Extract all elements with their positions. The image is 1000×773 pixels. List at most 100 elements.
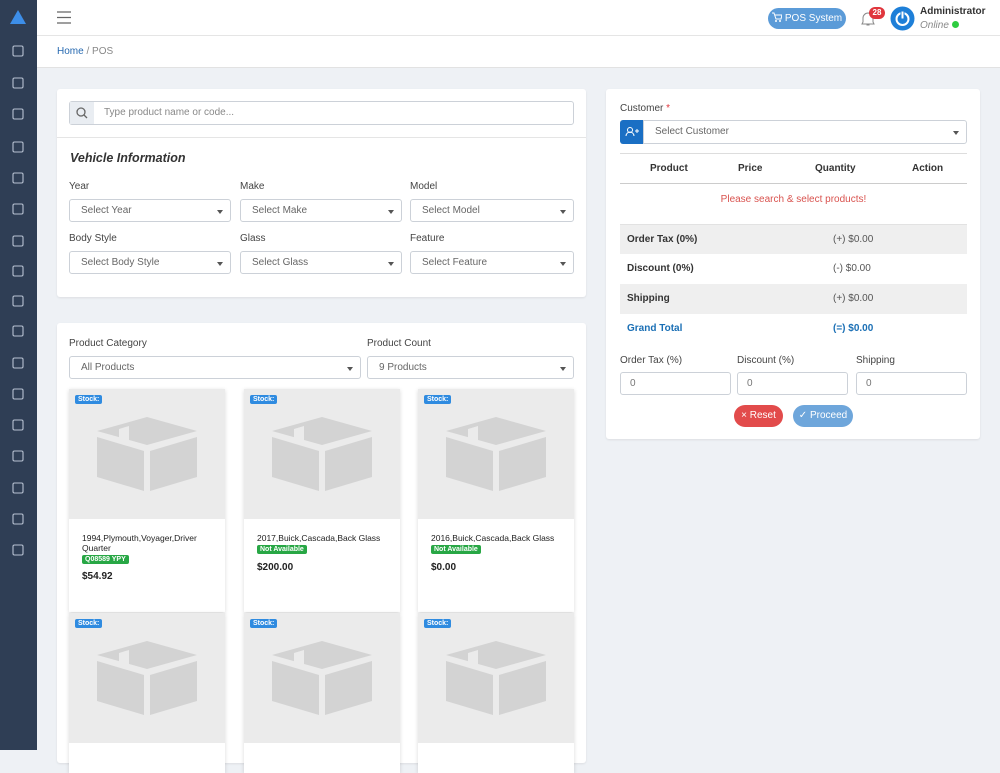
charge-label: Order Tax (%) bbox=[620, 355, 683, 366]
product-card[interactable]: Stock: bbox=[69, 613, 225, 773]
product-card[interactable]: Stock: 2017,Buick,Cascada,Back Glass Not A… bbox=[244, 389, 400, 612]
top-bar: POS System 28 Administrator Online bbox=[37, 0, 1000, 36]
column-header: Price bbox=[738, 163, 763, 174]
field-label: Glass bbox=[240, 233, 266, 244]
empty-message: Please search & select products! bbox=[720, 194, 867, 205]
summary-value: (-) $0.00 bbox=[833, 263, 871, 274]
online-dot bbox=[951, 21, 959, 28]
placeholder-image bbox=[97, 417, 197, 491]
nav-icon[interactable] bbox=[12, 544, 24, 556]
charge-input[interactable]: 0 bbox=[620, 372, 731, 395]
search-icon bbox=[76, 107, 88, 119]
search-box[interactable]: Type product name or code... bbox=[69, 101, 574, 125]
proceed-label: Proceed bbox=[809, 410, 848, 421]
breadcrumb-trail: Home / POS bbox=[57, 46, 113, 57]
product-name: 2016,Buick,Cascada,Back Glass bbox=[431, 533, 555, 543]
product-card[interactable]: Stock: 1994,Plymouth,Voyager,Driver Quart… bbox=[69, 389, 225, 612]
column-header: Action bbox=[912, 163, 944, 174]
stock-badge: Stock: bbox=[75, 395, 103, 404]
filter-select[interactable]: 9 Products bbox=[367, 356, 574, 379]
charge-input[interactable]: 0 bbox=[737, 372, 848, 395]
field-label: Body Style bbox=[69, 233, 117, 244]
sidebar bbox=[0, 0, 37, 750]
user-plus-icon bbox=[625, 127, 639, 137]
charge-label: Discount (%) bbox=[737, 355, 795, 366]
column-header: Quantity bbox=[815, 163, 856, 174]
product-image bbox=[418, 613, 574, 743]
field-label: Feature bbox=[410, 233, 445, 244]
product-badge: Not Available bbox=[431, 545, 481, 554]
stock-badge: Stock: bbox=[424, 619, 452, 628]
field-select[interactable]: Select Glass bbox=[240, 251, 402, 274]
customer-placeholder: Select Customer bbox=[655, 126, 729, 137]
breadcrumb-current: POS bbox=[92, 46, 114, 57]
summary-row: Shipping (+) $0.00 bbox=[620, 284, 967, 314]
stock-badge: Stock: bbox=[424, 395, 452, 404]
field-label: Year bbox=[69, 181, 90, 192]
pos-system-label: POS System bbox=[784, 13, 843, 24]
field-label: Model bbox=[410, 181, 438, 192]
summary-value: (=) $0.00 bbox=[833, 323, 874, 334]
placeholder-image bbox=[272, 641, 372, 715]
nav-icon[interactable] bbox=[12, 482, 24, 494]
nav-icon[interactable] bbox=[12, 388, 24, 400]
product-price: $0.00 bbox=[431, 562, 457, 573]
customer-add-button[interactable] bbox=[620, 120, 644, 144]
charge-input[interactable]: 0 bbox=[856, 372, 967, 395]
product-card[interactable]: Stock: 2016,Buick,Cascada,Back Glass Not A… bbox=[418, 389, 574, 612]
menu-toggle[interactable] bbox=[57, 11, 72, 24]
nav-icon[interactable] bbox=[12, 108, 24, 120]
sidebar-icons bbox=[10, 10, 26, 556]
user-status-text: Online bbox=[920, 20, 949, 31]
product-image bbox=[418, 389, 574, 519]
field-select[interactable]: Select Make bbox=[240, 199, 402, 222]
stock-badge: Stock: bbox=[250, 619, 278, 628]
nav-icon[interactable] bbox=[12, 419, 24, 431]
nav-icon[interactable] bbox=[12, 77, 24, 89]
nav-icon[interactable] bbox=[12, 45, 24, 57]
column-header: Product bbox=[650, 163, 688, 174]
summary-row: Grand Total (=) $0.00 bbox=[620, 314, 967, 344]
field-select[interactable]: Select Body Style bbox=[69, 251, 231, 274]
summary-row: Order Tax (0%) (+) $0.00 bbox=[620, 224, 967, 254]
customer-select[interactable]: Select Customer bbox=[643, 120, 967, 144]
nav-icon[interactable] bbox=[12, 513, 24, 525]
avatar[interactable] bbox=[890, 6, 915, 31]
product-badge: Not Available bbox=[257, 545, 307, 554]
pos-system-button[interactable]: POS System bbox=[768, 8, 846, 29]
nav-icon[interactable] bbox=[12, 235, 24, 247]
vehicle-title: Vehicle Information bbox=[70, 151, 186, 165]
filter-label: Product Count bbox=[367, 338, 431, 349]
nav-icon[interactable] bbox=[12, 357, 24, 369]
nav-icon[interactable] bbox=[12, 450, 24, 462]
proceed-button[interactable]: ✓ Proceed bbox=[793, 405, 853, 427]
reset-button[interactable]: × Reset bbox=[734, 405, 783, 427]
nav-icon[interactable] bbox=[12, 203, 24, 215]
summary-label: Grand Total bbox=[627, 323, 683, 334]
field-select[interactable]: Select Year bbox=[69, 199, 231, 222]
field-select[interactable]: Select Feature bbox=[410, 251, 574, 274]
filter-select[interactable]: All Products bbox=[69, 356, 361, 379]
nav-icon[interactable] bbox=[12, 172, 24, 184]
summary-value: (+) $0.00 bbox=[833, 234, 874, 245]
charge-label: Shipping bbox=[856, 355, 895, 366]
product-badge: Q08589 YPY bbox=[82, 555, 129, 564]
nav-icon[interactable] bbox=[12, 295, 24, 307]
product-name: 1994,Plymouth,Voyager,Driver Quarter bbox=[82, 533, 197, 553]
required-mark: * bbox=[666, 103, 671, 114]
breadcrumb-home[interactable]: Home bbox=[57, 46, 84, 57]
placeholder-image bbox=[97, 641, 197, 715]
product-card[interactable]: Stock: bbox=[244, 613, 400, 773]
nav-icon[interactable] bbox=[12, 265, 24, 277]
product-name: 2017,Buick,Cascada,Back Glass bbox=[257, 533, 381, 543]
search-placeholder: Type product name or code... bbox=[104, 107, 235, 118]
product-card[interactable]: Stock: bbox=[418, 613, 574, 773]
breadcrumb: Home / POS bbox=[37, 36, 1000, 68]
stock-badge: Stock: bbox=[75, 619, 103, 628]
field-select[interactable]: Select Model bbox=[410, 199, 574, 222]
nav-icon[interactable] bbox=[12, 325, 24, 337]
product-price: $200.00 bbox=[257, 562, 294, 573]
user-name: Administrator bbox=[920, 6, 986, 17]
nav-icon[interactable] bbox=[12, 141, 24, 153]
